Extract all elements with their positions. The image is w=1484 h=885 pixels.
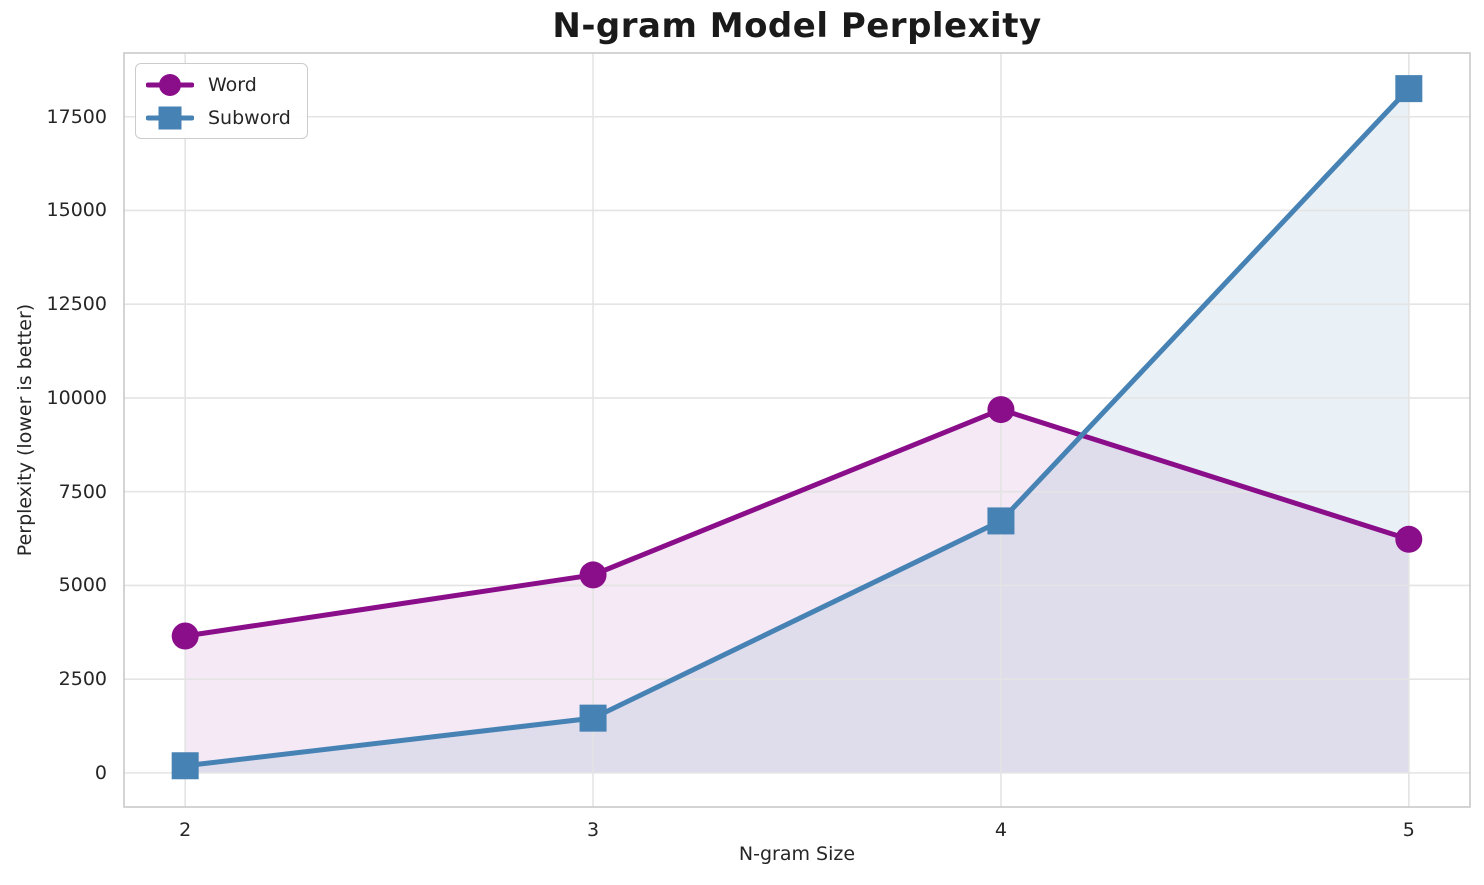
subword-line [182, 86, 1412, 769]
subword-marker [171, 752, 199, 780]
y-tick-label: 5000 [58, 574, 107, 597]
legend-label: Subword [208, 106, 291, 129]
x-tick-label: 3 [587, 819, 600, 841]
subword-marker [987, 507, 1015, 535]
legend: Word Subword [135, 63, 308, 139]
y-axis-label: Perplexity (lower is better) [14, 303, 36, 557]
x-axis-label: N-gram Size [738, 843, 856, 865]
word-line [182, 407, 1412, 639]
y-tick-label: 15000 [46, 199, 107, 222]
legend-item-word: Word [146, 69, 291, 100]
legend-label: Word [208, 73, 257, 96]
y-tick-label: 0 [94, 761, 107, 784]
x-tick-label: 4 [994, 819, 1007, 841]
subword-area-fill [185, 88, 1409, 773]
y-tick-label: 7500 [58, 480, 107, 503]
word-marker [987, 396, 1015, 424]
x-tick-label: 2 [179, 819, 192, 841]
x-tick-label: 5 [1402, 819, 1415, 841]
word-marker [1395, 525, 1423, 553]
word-marker [579, 561, 607, 589]
y-tick-label: 17500 [46, 105, 107, 128]
word-marker [171, 622, 199, 650]
word-area-fill [185, 409, 1409, 773]
subword-marker [1395, 75, 1423, 103]
axes-spines [123, 52, 1471, 808]
y-tick-label: 2500 [58, 668, 107, 691]
chart-title: N-gram Model Perplexity [552, 6, 1042, 46]
legend-item-subword: Subword [146, 102, 291, 133]
subword-marker [579, 704, 607, 732]
y-tick-label: 10000 [46, 386, 107, 409]
y-tick-label: 12500 [46, 293, 107, 316]
word-legend-marker-icon [146, 73, 194, 96]
subword-legend-marker-icon [146, 106, 194, 129]
